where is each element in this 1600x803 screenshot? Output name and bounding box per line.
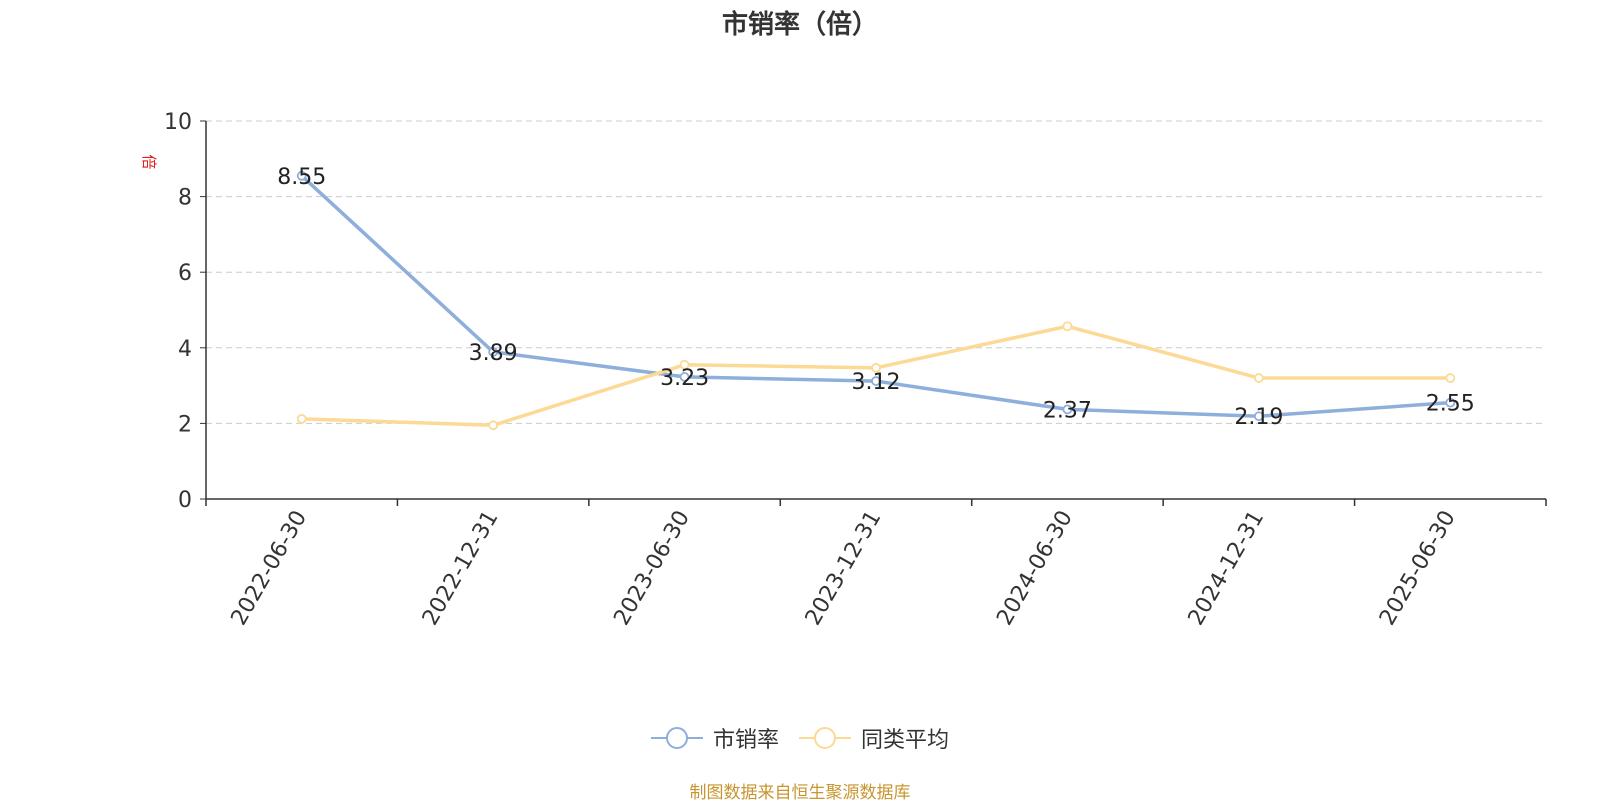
data-point-series-1: [296, 170, 307, 181]
x-tick-label: 2025-06-30: [1375, 507, 1461, 630]
source-note: 制图数据来自恒生聚源数据库: [689, 783, 911, 803]
data-label: 2.37: [1043, 398, 1092, 423]
x-tick-label: 2024-06-30: [992, 507, 1078, 630]
data-label: 8.55: [277, 165, 326, 190]
axes: 0 2 4 6 8 10 倍 2022-06-30 2022-12-31 2023-06-30 20…: [140, 110, 1547, 630]
legend-swatch-series-1: [650, 727, 703, 749]
y-tick-label: 0: [178, 488, 192, 513]
series: [296, 170, 1456, 431]
data-point-series-2: [1062, 321, 1073, 332]
y-tick-label: 2: [178, 412, 192, 437]
data-labels: 8.55 3.89 3.23 3.12 2.37 2.19 2.55: [277, 165, 1475, 430]
y-tick-label: 10: [164, 110, 192, 135]
data-point-series-2: [488, 420, 499, 431]
data-point-series-2: [679, 359, 690, 370]
legend: 市销率 同类平均: [0, 722, 1600, 754]
data-label: 3.23: [660, 366, 709, 391]
legend-item-series-2[interactable]: 同类平均: [799, 722, 949, 754]
data-label: 2.19: [1234, 405, 1283, 430]
legend-swatch-series-2: [799, 727, 851, 749]
data-point-series-1: [1445, 397, 1456, 408]
data-point-series-1: [1253, 411, 1264, 422]
y-tick-label: 8: [178, 186, 192, 211]
data-label: 2.55: [1426, 392, 1475, 417]
y-axis-label: 倍: [140, 154, 158, 169]
x-tick-label: 2022-06-30: [227, 507, 313, 630]
y-tick-label: 6: [178, 261, 192, 286]
chart-title: 市销率（倍）: [721, 10, 878, 40]
data-label: 3.12: [852, 370, 901, 395]
data-label: 3.89: [469, 341, 518, 366]
x-tick-label: 2022-12-31: [418, 506, 504, 629]
data-point-series-2: [296, 413, 307, 424]
legend-label-series-2: 同类平均: [861, 728, 950, 753]
data-point-series-1: [871, 376, 881, 386]
data-point-series-1: [679, 372, 690, 382]
x-tick-label: 2023-06-30: [609, 507, 695, 630]
data-point-series-2: [1445, 373, 1456, 383]
y-tick-label: 4: [178, 337, 192, 362]
data-point-series-2: [871, 362, 881, 373]
data-point-series-1: [488, 347, 499, 357]
legend-item-series-1[interactable]: 市销率: [650, 722, 779, 754]
data-point-series-1: [1062, 404, 1073, 415]
x-tick-label: 2024-12-31: [1184, 507, 1270, 630]
x-tick-label: 2023-12-31: [801, 507, 887, 630]
legend-label-series-1: 市销率: [712, 728, 779, 753]
data-point-series-2: [1253, 373, 1264, 383]
